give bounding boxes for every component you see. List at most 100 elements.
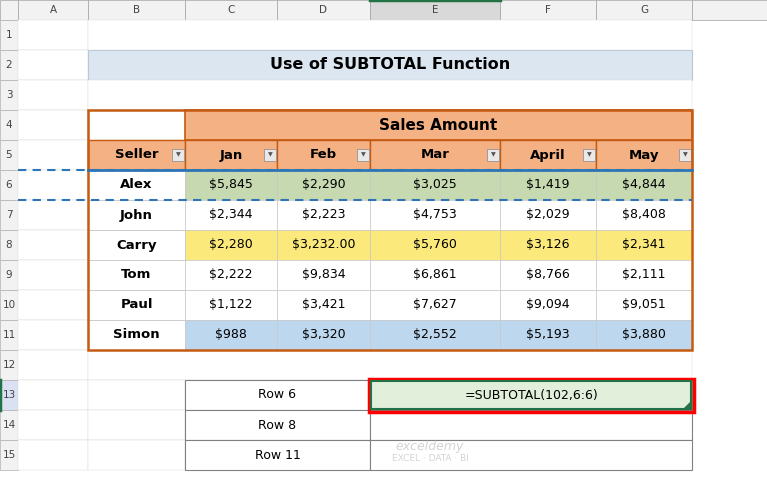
Bar (88, 230, 185, 260)
Bar (88, 140, 185, 170)
Text: $3,880: $3,880 (622, 329, 666, 341)
Text: G: G (640, 5, 648, 15)
Text: 4: 4 (5, 120, 12, 130)
Bar (277, 200, 370, 230)
Text: $2,223: $2,223 (301, 208, 345, 221)
Bar (185, 290, 277, 320)
Text: exceldemy: exceldemy (396, 440, 464, 453)
Bar (596, 200, 692, 230)
Bar (596, 0, 692, 20)
Bar (500, 140, 596, 170)
Bar (0, 200, 18, 230)
Text: $8,408: $8,408 (622, 208, 666, 221)
Text: Use of SUBTOTAL Function: Use of SUBTOTAL Function (270, 57, 510, 73)
Bar (596, 140, 692, 170)
Bar (277, 260, 370, 290)
Bar (88, 20, 692, 50)
Text: $5,193: $5,193 (526, 329, 570, 341)
Bar (277, 170, 370, 200)
Bar (18, 170, 88, 200)
Bar (172, 149, 184, 161)
Bar (277, 290, 370, 320)
Bar (18, 290, 88, 320)
Bar (88, 440, 185, 470)
Bar (185, 0, 277, 20)
Bar (500, 200, 596, 230)
Bar (357, 149, 369, 161)
Text: $2,222: $2,222 (209, 269, 253, 282)
Bar (88, 0, 185, 20)
Bar (368, 378, 693, 412)
Text: Mar: Mar (420, 149, 449, 162)
Text: $9,051: $9,051 (622, 298, 666, 312)
Text: $3,421: $3,421 (301, 298, 345, 312)
Text: 14: 14 (2, 420, 15, 430)
Text: EXCEL · DATA · BI: EXCEL · DATA · BI (392, 453, 469, 462)
Text: May: May (629, 149, 660, 162)
Bar (0, 410, 18, 440)
Text: Feb: Feb (310, 149, 337, 162)
Text: $4,844: $4,844 (622, 178, 666, 192)
Text: Sales Amount: Sales Amount (380, 118, 498, 132)
Bar (370, 380, 692, 410)
Bar (277, 0, 370, 20)
Text: 10: 10 (2, 300, 15, 310)
Bar (88, 290, 185, 320)
Bar (0, 320, 18, 350)
Bar (500, 0, 596, 20)
Bar (0, 350, 18, 380)
Bar (500, 290, 596, 320)
Text: ▼: ▼ (176, 153, 180, 158)
Bar (88, 380, 185, 410)
Bar (18, 140, 88, 170)
Bar (0, 80, 18, 110)
Bar (583, 149, 595, 161)
Text: Tom: Tom (121, 269, 152, 282)
Text: $5,760: $5,760 (413, 239, 457, 251)
Bar (371, 381, 691, 409)
Text: 15: 15 (2, 450, 15, 460)
Bar (18, 440, 88, 470)
Text: $2,290: $2,290 (301, 178, 345, 192)
Bar (596, 320, 692, 350)
Text: Carry: Carry (117, 239, 156, 251)
Bar (692, 0, 767, 20)
Bar (0, 50, 18, 80)
Bar (0, 440, 18, 470)
Bar (0, 140, 18, 170)
Text: $2,029: $2,029 (526, 208, 570, 221)
Text: E: E (432, 5, 438, 15)
Bar (88, 170, 185, 200)
Text: $3,126: $3,126 (526, 239, 570, 251)
Bar (277, 230, 370, 260)
Bar (185, 410, 370, 440)
Bar (0, 260, 18, 290)
Bar (185, 230, 277, 260)
Bar (370, 290, 500, 320)
Text: $988: $988 (215, 329, 247, 341)
Bar (18, 230, 88, 260)
Bar (88, 410, 185, 440)
Text: $2,344: $2,344 (209, 208, 253, 221)
Bar (370, 170, 500, 200)
Bar (500, 170, 596, 200)
Text: 8: 8 (5, 240, 12, 250)
Text: ▼: ▼ (360, 153, 365, 158)
Bar (370, 0, 500, 20)
Text: Simon: Simon (114, 329, 160, 341)
Bar (0, 230, 18, 260)
Text: =SUBTOTAL(102,6:6): =SUBTOTAL(102,6:6) (464, 388, 597, 402)
Text: 6: 6 (5, 180, 12, 190)
Bar (18, 410, 88, 440)
Bar (277, 140, 370, 170)
Bar (185, 170, 277, 200)
Text: $3,232.00: $3,232.00 (291, 239, 355, 251)
Bar (596, 170, 692, 200)
Text: $2,280: $2,280 (209, 239, 253, 251)
Bar (18, 110, 88, 140)
Bar (88, 110, 692, 350)
Text: $2,341: $2,341 (622, 239, 666, 251)
Bar (88, 50, 692, 80)
Bar (18, 380, 88, 410)
Text: D: D (320, 5, 328, 15)
